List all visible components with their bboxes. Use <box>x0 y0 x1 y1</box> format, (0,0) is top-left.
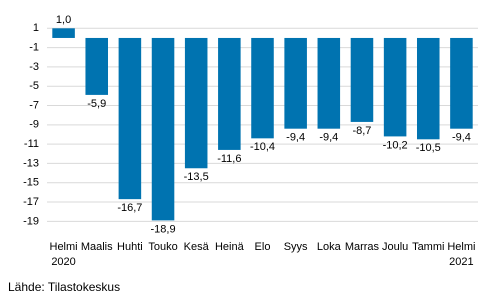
value-label: -9,4 <box>319 132 338 144</box>
value-label: -9,4 <box>286 132 305 144</box>
x-tick-label: Touko <box>148 241 178 253</box>
y-tick-label: -7 <box>29 99 39 111</box>
bar <box>317 37 341 129</box>
y-tick-label: -11 <box>24 138 39 150</box>
y-tick-label: -5 <box>29 80 39 92</box>
y-tick-label: -1 <box>29 42 39 54</box>
x-tick-label: Elo <box>254 241 271 253</box>
x-tick-label: Kesä <box>183 241 209 253</box>
bar <box>251 37 274 139</box>
value-label: -10,4 <box>250 141 275 153</box>
value-label: -10,2 <box>383 139 408 151</box>
value-label: -13,5 <box>184 171 209 183</box>
y-tick-label: -19 <box>23 215 39 227</box>
bar <box>151 37 175 221</box>
x-tick-label: Marras <box>344 241 380 253</box>
bar <box>350 37 374 122</box>
value-label: -9,4 <box>452 132 471 144</box>
y-tick-label: -13 <box>23 157 39 169</box>
value-label: -16,7 <box>117 202 142 214</box>
value-label: 1,0 <box>56 14 71 26</box>
y-tick-label: -3 <box>29 61 39 73</box>
x-tick-label: Loka <box>316 241 341 253</box>
bar <box>52 28 75 38</box>
y-tick-label: -17 <box>23 196 39 208</box>
x-tick-label: Huhti <box>117 241 143 253</box>
bar <box>184 37 208 169</box>
bar <box>416 37 440 140</box>
bar <box>450 37 473 129</box>
bar <box>85 37 109 95</box>
y-tick-label: 1 <box>33 22 39 34</box>
bar <box>218 37 241 150</box>
x-tick-label: Helmi 2020 <box>49 241 78 268</box>
x-tick-label: Heinä <box>214 241 244 253</box>
value-label: -10,5 <box>416 142 441 154</box>
value-label: -11,6 <box>217 153 241 165</box>
x-tick-label: Maalis <box>80 241 113 253</box>
bar <box>118 37 142 200</box>
bar <box>383 37 407 137</box>
bar <box>284 37 307 129</box>
value-label: -8,7 <box>352 125 371 137</box>
x-tick-label: Helmi 2021 <box>447 241 476 268</box>
value-label: -5,9 <box>87 98 106 110</box>
source: Lähde: Tilastokeskus <box>8 280 121 294</box>
y-tick-label: -15 <box>23 177 39 189</box>
value-label: -18,9 <box>150 223 175 235</box>
y-tick-label: -9 <box>29 119 39 131</box>
x-tick-label: Tammi <box>412 241 445 253</box>
x-tick-label: Syys <box>283 241 308 253</box>
x-tick-label: Joulu <box>381 241 409 253</box>
